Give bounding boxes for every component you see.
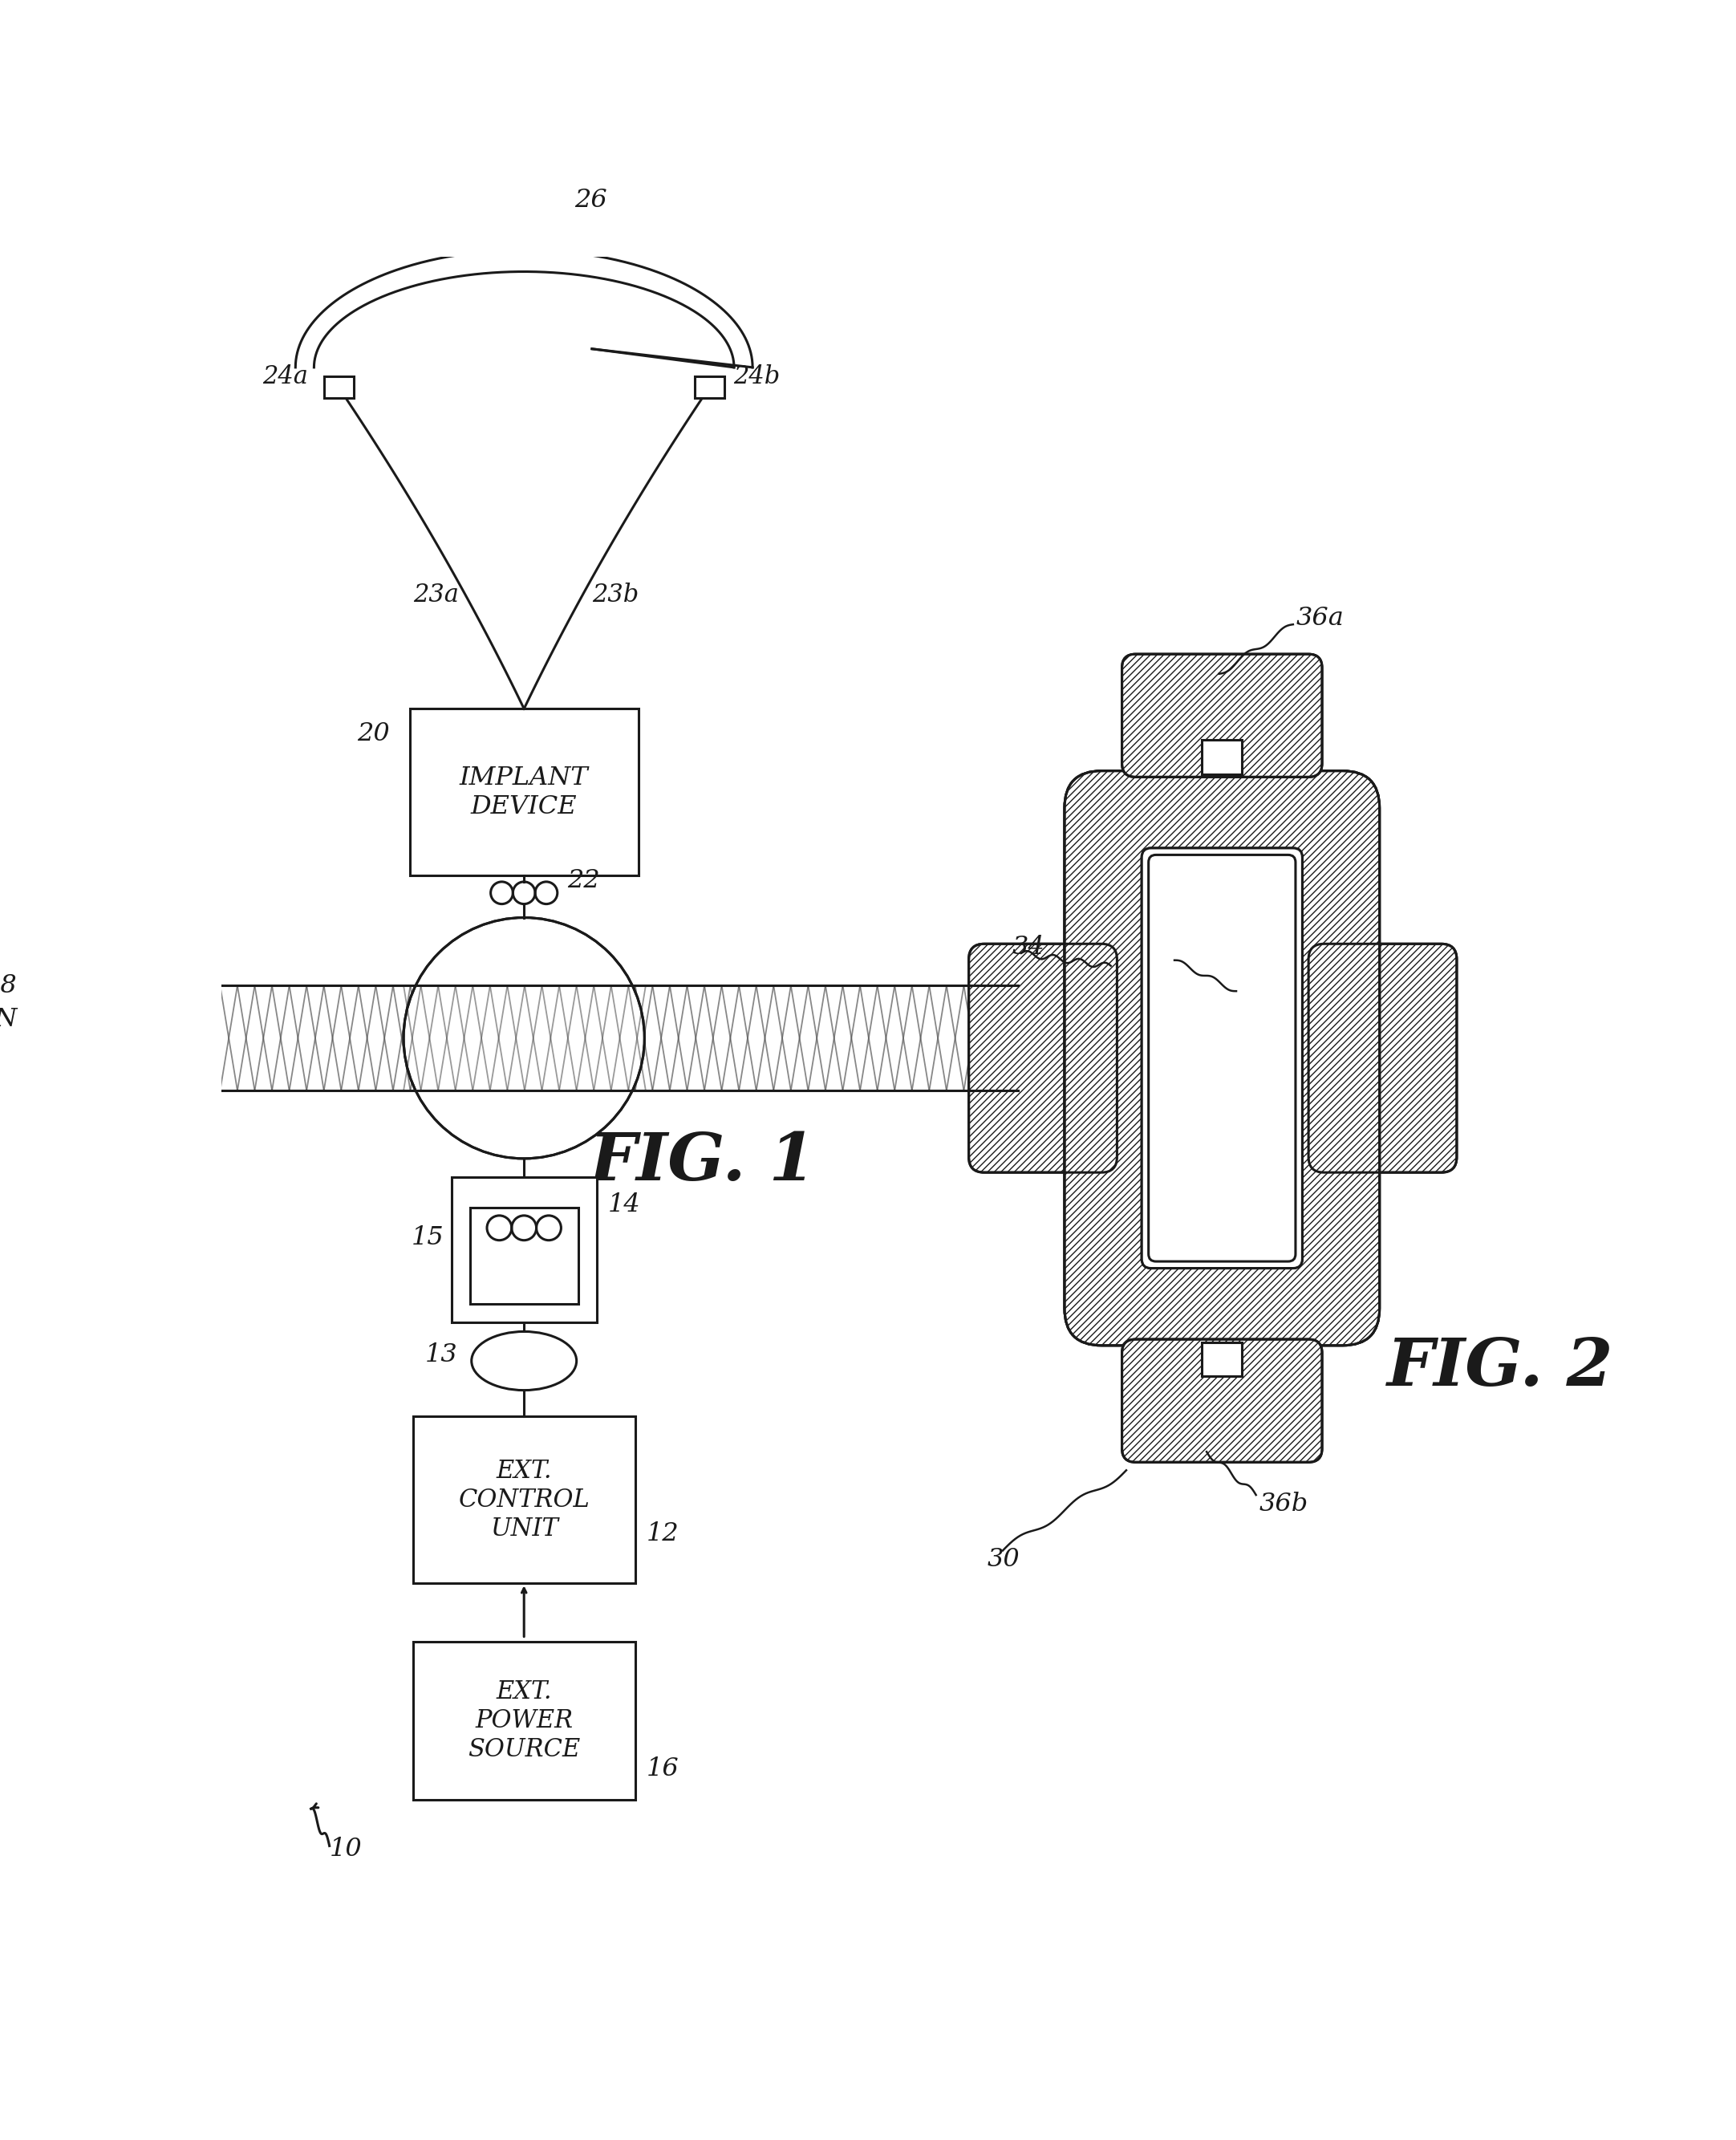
Text: EXT.
CONTROL
UNIT: EXT. CONTROL UNIT [458, 1459, 590, 1541]
Text: 24b: 24b [733, 364, 779, 389]
Text: FIG. 2: FIG. 2 [1387, 1335, 1613, 1400]
Circle shape [403, 918, 644, 1158]
FancyBboxPatch shape [1142, 847, 1302, 1269]
Text: SKIN: SKIN [0, 1008, 17, 1031]
Text: 10: 10 [330, 1836, 363, 1862]
Bar [470, 1207, 578, 1303]
Text: 30: 30 [988, 1547, 1021, 1573]
FancyBboxPatch shape [1064, 770, 1380, 1346]
Text: 20: 20 [358, 721, 391, 747]
FancyBboxPatch shape [1142, 847, 1302, 1269]
Bar [451, 1177, 597, 1323]
Bar [1201, 1342, 1241, 1376]
Bar [410, 708, 639, 875]
Text: 15: 15 [411, 1224, 444, 1250]
Text: 36a: 36a [1297, 606, 1344, 631]
Bar [325, 377, 354, 398]
Text: 22: 22 [568, 869, 601, 892]
Text: 37a: 37a [1229, 922, 1272, 944]
Bar [694, 377, 724, 398]
Text: 38a: 38a [1250, 753, 1295, 777]
FancyBboxPatch shape [1121, 655, 1323, 777]
Text: FIG. 1: FIG. 1 [590, 1130, 816, 1194]
Text: EXT.
POWER
SOURCE: EXT. POWER SOURCE [467, 1680, 580, 1761]
Text: 16: 16 [646, 1757, 679, 1780]
Text: 14: 14 [608, 1192, 641, 1218]
Text: 34: 34 [1012, 935, 1045, 959]
Bar [1201, 740, 1241, 775]
FancyBboxPatch shape [1121, 1340, 1323, 1462]
Text: 24a: 24a [262, 364, 307, 389]
Text: 37b: 37b [1203, 1173, 1246, 1194]
FancyBboxPatch shape [1064, 770, 1380, 1346]
Text: 36b: 36b [1259, 1492, 1309, 1517]
Text: 38b: 38b [1250, 1355, 1297, 1380]
Bar [413, 1641, 635, 1800]
Text: 18: 18 [0, 974, 17, 997]
FancyBboxPatch shape [1149, 854, 1295, 1260]
Text: ELECTRICAL
CIRCUITRY: ELECTRICAL CIRCUITRY [1149, 1036, 1295, 1081]
FancyBboxPatch shape [1309, 944, 1457, 1173]
Text: 26: 26 [575, 188, 608, 214]
FancyBboxPatch shape [969, 944, 1116, 1173]
Text: 23b: 23b [592, 582, 639, 608]
Text: IMPLANT
DEVICE: IMPLANT DEVICE [460, 766, 589, 820]
Text: 32: 32 [1165, 948, 1196, 974]
Text: 12: 12 [646, 1522, 679, 1547]
Bar [413, 1417, 635, 1584]
Text: 23a: 23a [413, 582, 458, 608]
Bar [1161, 999, 1283, 1117]
Text: 13: 13 [425, 1342, 458, 1367]
Bar [30, 987, 1019, 1091]
